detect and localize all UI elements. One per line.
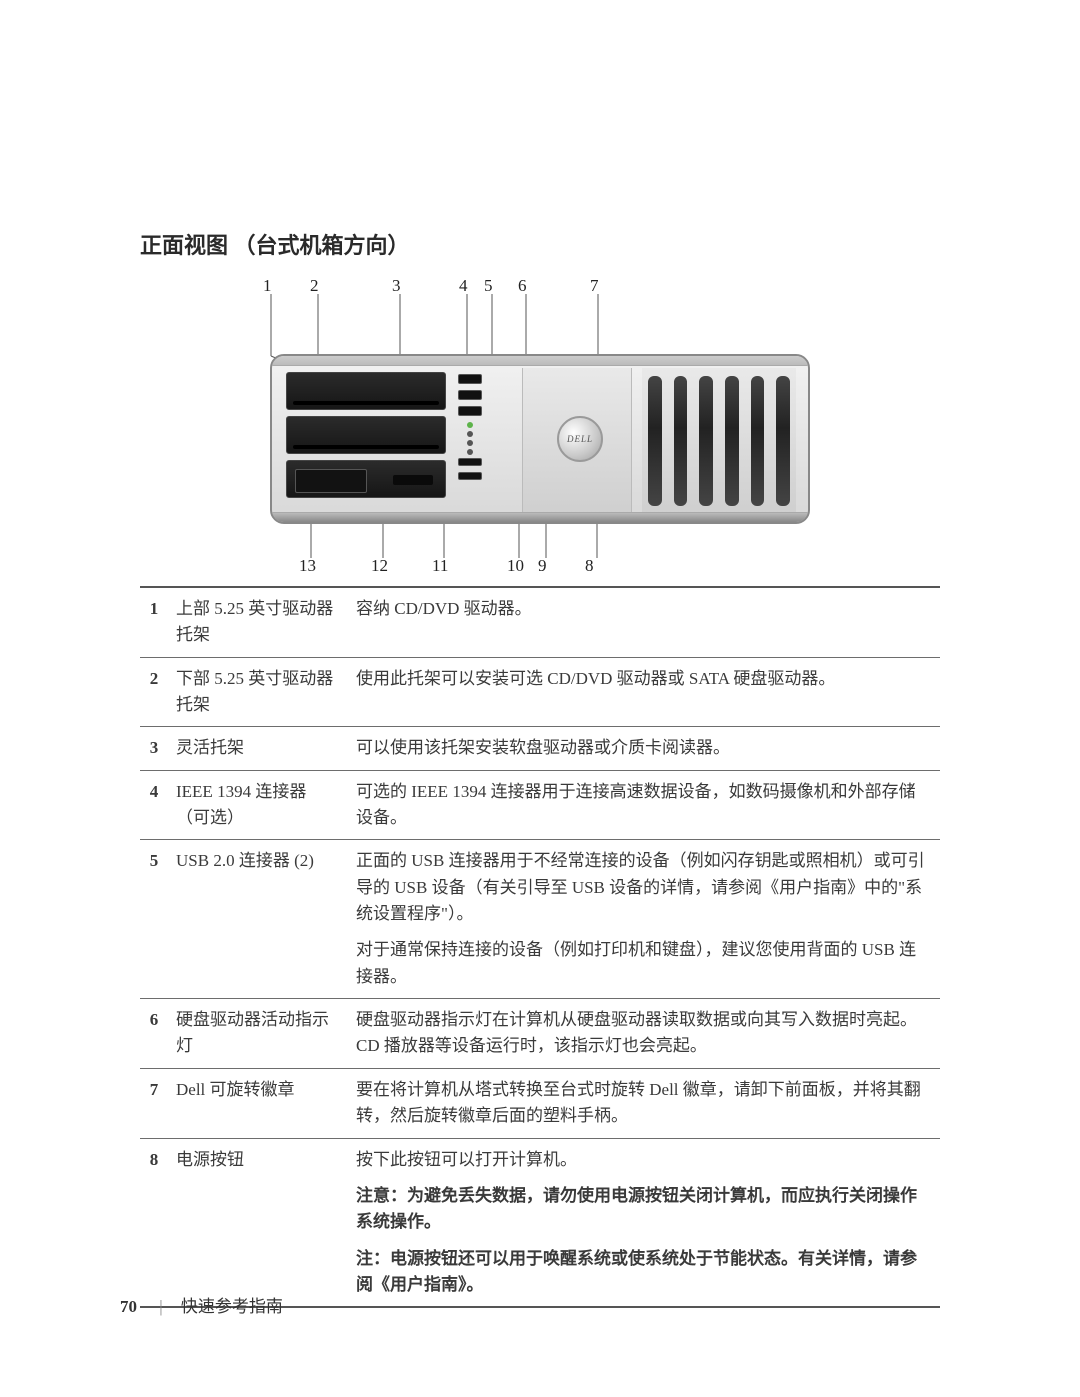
part-description: 可以使用该托架安装软盘驱动器或介质卡阅读器。 <box>348 727 940 770</box>
front-view-diagram: 1234567 1312111098 <box>140 276 940 576</box>
usb-port-2 <box>458 406 482 416</box>
table-row: 5USB 2.0 连接器 (2)正面的 USB 连接器用于不经常连接的设备（例如… <box>140 840 940 999</box>
diag-led-1 <box>467 431 473 437</box>
table-row: 2下部 5.25 英寸驱动器托架使用此托架可以安装可选 CD/DVD 驱动器或 … <box>140 657 940 727</box>
part-description: 按下此按钮可以打开计算机。注意：为避免丢失数据，请勿使用电源按钮关闭计算机，而应… <box>348 1138 940 1307</box>
part-number: 8 <box>140 1138 168 1307</box>
part-number: 7 <box>140 1068 168 1138</box>
page-footer: 70 | 快速参考指南 <box>120 1292 283 1317</box>
flex-bay <box>286 460 446 498</box>
table-row: 7Dell 可旋转徽章要在将计算机从塔式转换至台式时旋转 Dell 徽章，请卸下… <box>140 1068 940 1138</box>
center-panel: DELL <box>522 368 632 514</box>
part-number: 5 <box>140 840 168 999</box>
dell-rotating-badge: DELL <box>557 416 603 462</box>
hdd-activity-led <box>467 422 473 428</box>
part-name: 上部 5.25 英寸驱动器托架 <box>168 587 348 657</box>
audio-jack-1 <box>458 458 482 466</box>
vent-grille <box>642 368 796 514</box>
table-row: 3灵活托架可以使用该托架安装软盘驱动器或介质卡阅读器。 <box>140 727 940 770</box>
part-name: 电源按钮 <box>168 1138 348 1307</box>
ieee1394-port <box>458 374 482 384</box>
parts-table: 1上部 5.25 英寸驱动器托架容纳 CD/DVD 驱动器。2下部 5.25 英… <box>140 586 940 1308</box>
part-name: 硬盘驱动器活动指示灯 <box>168 999 348 1069</box>
table-row: 6硬盘驱动器活动指示灯硬盘驱动器指示灯在计算机从硬盘驱动器读取数据或向其写入数据… <box>140 999 940 1069</box>
part-number: 4 <box>140 770 168 840</box>
diag-led-2 <box>467 440 473 446</box>
section-title: 正面视图 （台式机箱方向） <box>140 228 940 260</box>
part-number: 1 <box>140 587 168 657</box>
table-row: 1上部 5.25 英寸驱动器托架容纳 CD/DVD 驱动器。 <box>140 587 940 657</box>
part-name: 下部 5.25 英寸驱动器托架 <box>168 657 348 727</box>
diag-led-3 <box>467 449 473 455</box>
part-description: 可选的 IEEE 1394 连接器用于连接高速数据设备，如数码摄像机和外部存储设… <box>348 770 940 840</box>
footer-separator: | <box>159 1297 162 1316</box>
part-number: 3 <box>140 727 168 770</box>
table-row: 8电源按钮按下此按钮可以打开计算机。注意：为避免丢失数据，请勿使用电源按钮关闭计… <box>140 1138 940 1307</box>
page-number: 70 <box>120 1297 137 1316</box>
part-number: 6 <box>140 999 168 1069</box>
part-name: USB 2.0 连接器 (2) <box>168 840 348 999</box>
front-io-panel <box>458 374 518 504</box>
part-name: Dell 可旋转徽章 <box>168 1068 348 1138</box>
part-name: 灵活托架 <box>168 727 348 770</box>
part-description: 容纳 CD/DVD 驱动器。 <box>348 587 940 657</box>
lower-525-bay <box>286 416 446 454</box>
part-description: 硬盘驱动器指示灯在计算机从硬盘驱动器读取数据或向其写入数据时亮起。CD 播放器等… <box>348 999 940 1069</box>
audio-jack-2 <box>458 472 482 480</box>
table-row: 4IEEE 1394 连接器（可选）可选的 IEEE 1394 连接器用于连接高… <box>140 770 940 840</box>
computer-chassis: DELL <box>270 354 810 524</box>
usb-port-1 <box>458 390 482 400</box>
part-description: 要在将计算机从塔式转换至台式时旋转 Dell 徽章，请卸下前面板，并将其翻转，然… <box>348 1068 940 1138</box>
part-description: 使用此托架可以安装可选 CD/DVD 驱动器或 SATA 硬盘驱动器。 <box>348 657 940 727</box>
part-number: 2 <box>140 657 168 727</box>
part-description: 正面的 USB 连接器用于不经常连接的设备（例如闪存钥匙或照相机）或可引导的 U… <box>348 840 940 999</box>
part-name: IEEE 1394 连接器（可选） <box>168 770 348 840</box>
upper-525-bay <box>286 372 446 410</box>
footer-label: 快速参考指南 <box>181 1297 283 1316</box>
